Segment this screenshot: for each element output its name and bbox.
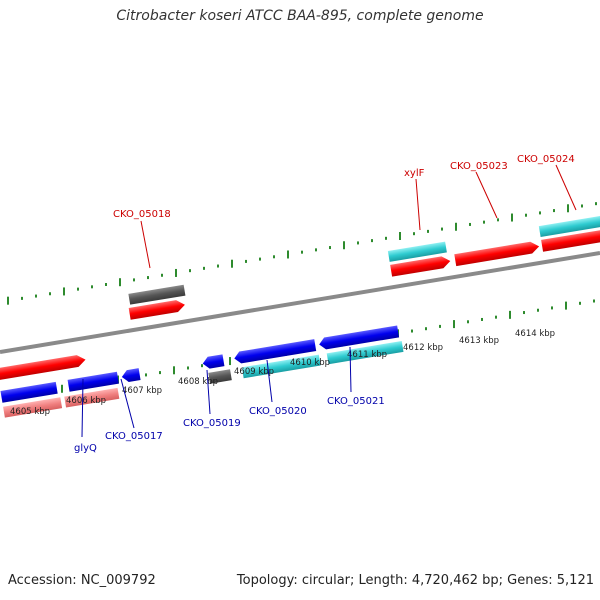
forward-gene-labels: CKO_05018 xylF CKO_05023 CKO_05024 [113,154,577,269]
gene-label-forward: CKO_05023 [450,161,508,172]
leader-line [415,178,421,231]
gene-label-reverse: CKO_05021 [327,396,385,407]
kbp-label: 4611 kbp [347,350,387,360]
kbp-label: 4609 kbp [234,367,274,377]
kbp-labels: 4605 kbp 4606 kbp 4607 kbp 4608 kbp 4609… [10,329,555,417]
faded-gene-block[interactable] [3,397,63,418]
leader-line [475,171,498,219]
pseudo-gene-block[interactable] [208,369,232,384]
faded-gene-block[interactable] [64,387,120,408]
kbp-label: 4607 kbp [122,386,162,396]
gene-arrow-forward[interactable] [454,240,540,267]
leader-line [555,164,577,211]
gene-arrow-forward[interactable] [541,228,600,252]
kbp-label: 4613 kbp [459,336,499,346]
leader-line [120,378,135,429]
cds-block-reverse[interactable] [326,340,404,365]
leader-line [349,346,352,393]
kbp-label: 4606 kbp [66,396,106,406]
gene-arrow-reverse[interactable] [318,325,400,351]
gene-arrow-forward[interactable] [390,255,451,277]
gene-label-forward: CKO_05018 [113,209,171,220]
gene-arrow-reverse[interactable] [202,354,225,369]
gene-label-reverse: CKO_05017 [105,431,163,442]
leader-line [206,369,211,415]
leader-line [81,378,84,438]
gene-label-reverse: CKO_05020 [249,406,307,417]
gene-label-forward: CKO_05024 [517,154,575,165]
kbp-label: 4612 kbp [403,343,443,353]
map-title: Citrobacter koseri ATCC BAA-895, complet… [116,8,484,24]
gene-label-forward: xylF [404,168,425,179]
cds-block-forward[interactable] [387,241,447,262]
reverse-gene-labels: glyQ CKO_05017 CKO_05019 CKO_05020 CKO_0… [74,346,385,454]
gene-arrow-forward[interactable] [128,299,186,320]
cds-block-forward[interactable] [538,214,600,237]
kbp-label: 4610 kbp [290,358,330,368]
genome-summary-text: Topology: circular; Length: 4,720,462 bp… [236,573,594,588]
gene-arrow-reverse[interactable] [0,381,58,403]
leader-line [266,359,273,403]
kbp-label: 4614 kbp [515,329,555,339]
accession-text: Accession: NC_009792 [8,573,156,588]
kbp-label: 4608 kbp [178,377,218,387]
pseudo-gene-block[interactable] [128,284,186,305]
gene-label-reverse: glyQ [74,443,97,454]
gene-arrow-reverse[interactable] [67,371,119,392]
kbp-label: 4605 kbp [10,407,50,417]
forward-tick-row [7,202,597,305]
genome-backbone [0,251,600,354]
cds-block-reverse[interactable] [241,354,321,379]
leader-line [140,220,151,269]
gene-arrow-reverse[interactable] [233,339,317,364]
gene-arrow-forward[interactable] [0,354,87,381]
gene-label-reverse: CKO_05019 [183,418,241,429]
gene-arrow-reverse[interactable] [121,368,141,383]
